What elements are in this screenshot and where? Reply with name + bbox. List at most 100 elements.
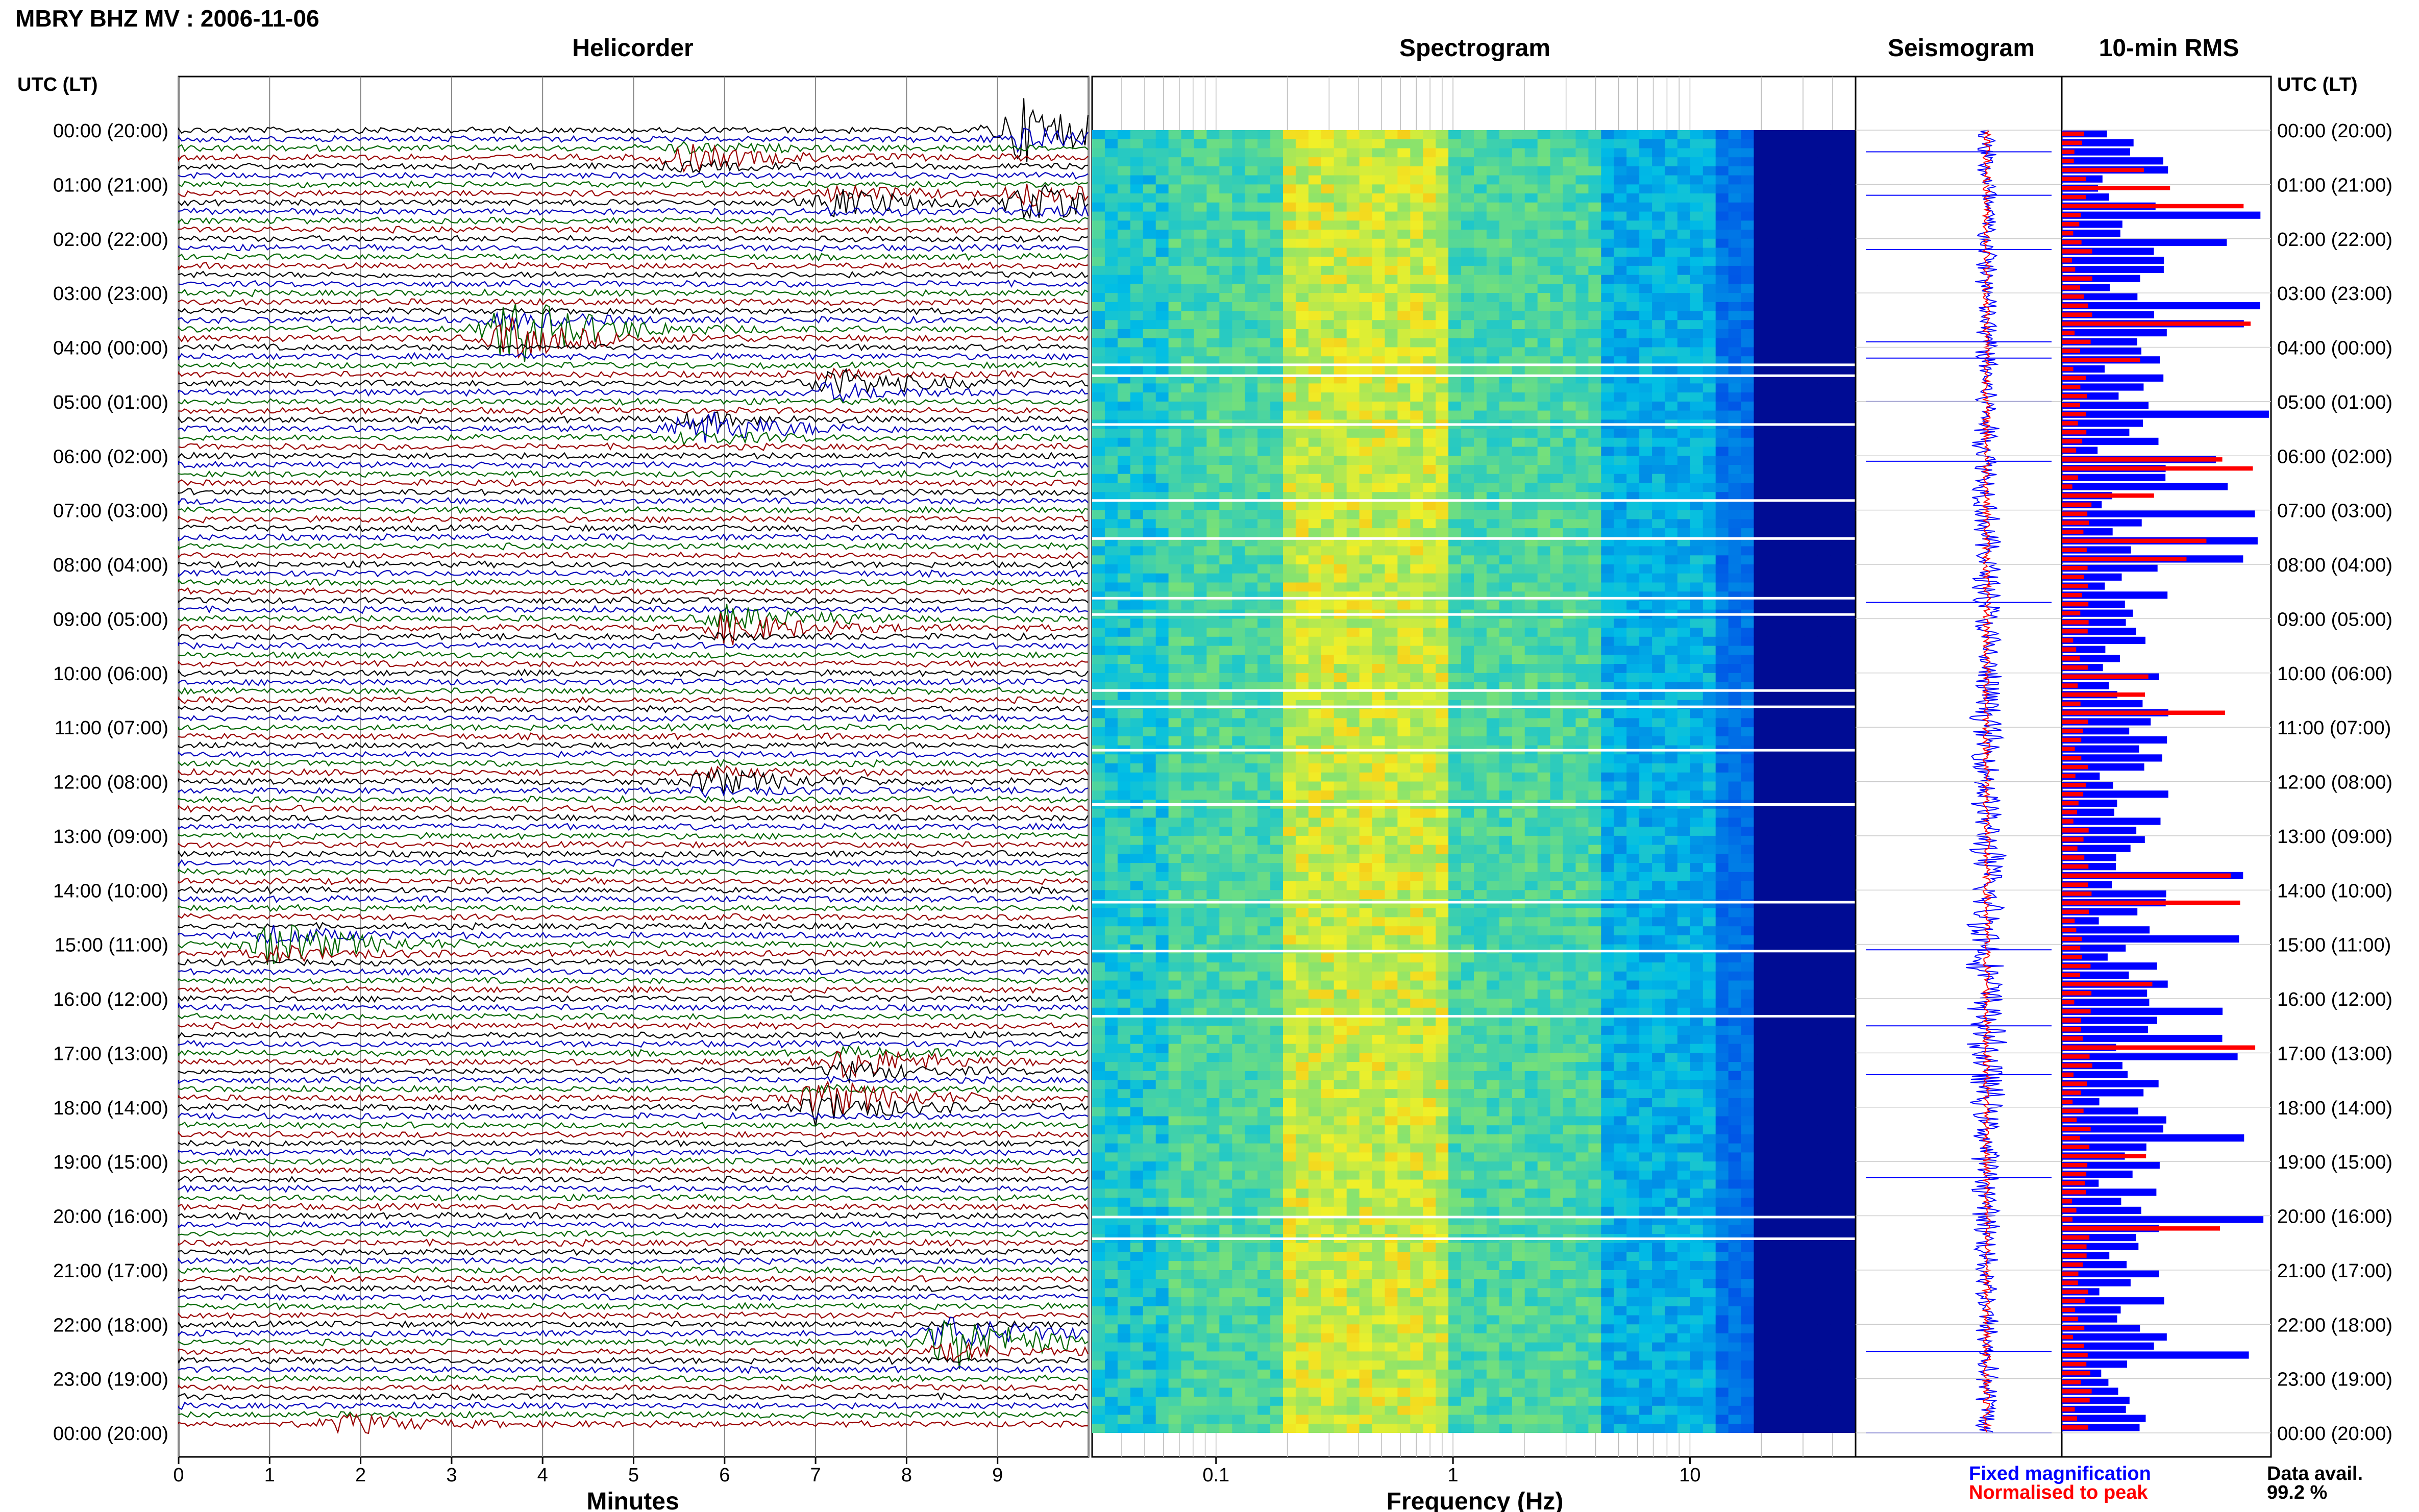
- spectrogram-cell: [1792, 845, 1805, 854]
- spectrogram-cell: [1474, 817, 1487, 827]
- spectrogram-cell: [1524, 555, 1538, 565]
- spectrogram-cell: [1168, 727, 1182, 737]
- spectrogram-cell: [1155, 148, 1169, 158]
- spectrogram-cell: [1104, 827, 1118, 836]
- spectrogram-cell: [1092, 510, 1105, 519]
- spectrogram-cell: [1499, 356, 1513, 366]
- spectrogram-cell: [1639, 148, 1652, 158]
- spectrogram-cell: [1792, 139, 1805, 148]
- spectrogram-cell: [1346, 727, 1360, 737]
- spectrogram-cell: [1423, 736, 1436, 746]
- spectrogram-cell: [1232, 835, 1245, 846]
- spectrogram-cell: [1652, 365, 1665, 375]
- spectrogram-cell: [1766, 265, 1780, 276]
- spectrogram-cell: [1461, 618, 1474, 628]
- spectrogram-cell: [1715, 275, 1729, 284]
- spectrogram-cell: [1805, 220, 1818, 230]
- spectrogram-cell: [1155, 437, 1169, 448]
- helicorder-trace: [178, 159, 1089, 173]
- spectrogram-cell: [1283, 763, 1296, 773]
- spectrogram-cell: [1474, 284, 1487, 293]
- spectrogram-cell: [1792, 265, 1805, 276]
- spectrogram-cell: [1614, 709, 1627, 718]
- spectrogram-cell: [1181, 429, 1194, 438]
- spectrogram-cell: [1143, 691, 1156, 701]
- spectrogram-cell: [1372, 247, 1385, 257]
- spectrogram-cell: [1537, 736, 1551, 746]
- spectrogram-cell: [1206, 646, 1220, 655]
- spectrogram-cell: [1677, 736, 1691, 746]
- spectrogram-cell: [1346, 736, 1360, 746]
- spectrogram-cell: [1194, 401, 1207, 411]
- spectrogram-cell: [1130, 618, 1144, 628]
- spectrogram-cell: [1448, 238, 1462, 249]
- spectrogram-cell: [1397, 519, 1411, 529]
- spectrogram-cell: [1486, 501, 1500, 511]
- spectrogram-cell: [1410, 628, 1423, 637]
- spectrogram-cell: [1308, 148, 1322, 158]
- spectrogram-cell: [1308, 682, 1322, 691]
- spectrogram-cell: [1143, 736, 1156, 746]
- spectrogram-cell: [1295, 817, 1309, 827]
- spectrogram-cell: [1219, 682, 1232, 691]
- spectrogram-cell: [1575, 600, 1589, 610]
- spectrogram-cell: [1805, 148, 1818, 158]
- spectrogram-cell: [1766, 845, 1780, 854]
- spectrogram-cell: [1092, 718, 1105, 728]
- helicorder-trace: [178, 1293, 1089, 1302]
- spectrogram-cell: [1715, 230, 1729, 239]
- spectrogram-cell: [1168, 827, 1182, 836]
- spectrogram-cell: [1474, 437, 1487, 448]
- spectrogram-cell: [1423, 474, 1436, 483]
- spectrogram-cell: [1104, 835, 1118, 846]
- spectrogram-cell: [1334, 284, 1347, 293]
- spectrogram-cell: [1588, 827, 1601, 836]
- spectrogram-cell: [1677, 193, 1691, 203]
- spectrogram-cell: [1715, 827, 1729, 836]
- spectrogram-cell: [1702, 790, 1716, 800]
- spectrogram-cell: [1155, 238, 1169, 249]
- spectrogram-cell: [1537, 447, 1551, 456]
- spectrogram-cell: [1206, 193, 1220, 203]
- spectrogram-cell: [1537, 320, 1551, 330]
- spectrogram-cell: [1550, 329, 1564, 339]
- spectrogram-cell: [1817, 618, 1831, 628]
- spectrogram-cell: [1321, 392, 1335, 402]
- helicorder-trace: [178, 381, 1089, 403]
- spectrogram-cell: [1104, 664, 1118, 674]
- spectrogram-cell: [1117, 275, 1131, 284]
- spectrogram-cell: [1652, 736, 1665, 746]
- spectrogram-cell: [1257, 655, 1271, 664]
- spectrogram-cell: [1677, 329, 1691, 339]
- spectrogram-cell: [1677, 365, 1691, 375]
- helicorder-trace: [178, 343, 1089, 352]
- spectrogram-cell: [1614, 238, 1627, 249]
- spectrogram-cell: [1308, 437, 1322, 448]
- spectrogram-cell: [1461, 202, 1474, 212]
- spectrogram-cell: [1741, 835, 1755, 846]
- spectrogram-cell: [1257, 835, 1271, 846]
- spectrogram-cell: [1754, 230, 1767, 239]
- spectrogram-cell: [1359, 437, 1373, 448]
- spectrogram-cell: [1334, 456, 1347, 465]
- spectrogram-cell: [1155, 257, 1169, 266]
- spectrogram-cell: [1448, 410, 1462, 420]
- spectrogram-cell: [1295, 754, 1309, 764]
- spectrogram-cell: [1410, 492, 1423, 502]
- spectrogram-cell: [1410, 166, 1423, 176]
- spectrogram-cell: [1104, 383, 1118, 393]
- spectrogram-cell: [1728, 790, 1742, 800]
- spectrogram-cell: [1245, 347, 1258, 357]
- spectrogram-cell: [1194, 383, 1207, 393]
- spectrogram-cell: [1614, 618, 1627, 628]
- spectrogram-cell: [1575, 175, 1589, 185]
- spectrogram-cell: [1219, 447, 1232, 456]
- spectrogram-cell: [1588, 157, 1601, 167]
- spectrogram-cell: [1206, 130, 1220, 140]
- spectrogram-cell: [1168, 736, 1182, 746]
- spectrogram-cell: [1626, 763, 1640, 773]
- spectrogram-cell: [1155, 772, 1169, 782]
- spectrogram-cell: [1397, 347, 1411, 357]
- spectrogram-cell: [1779, 465, 1792, 475]
- spectrogram-cell: [1728, 845, 1742, 854]
